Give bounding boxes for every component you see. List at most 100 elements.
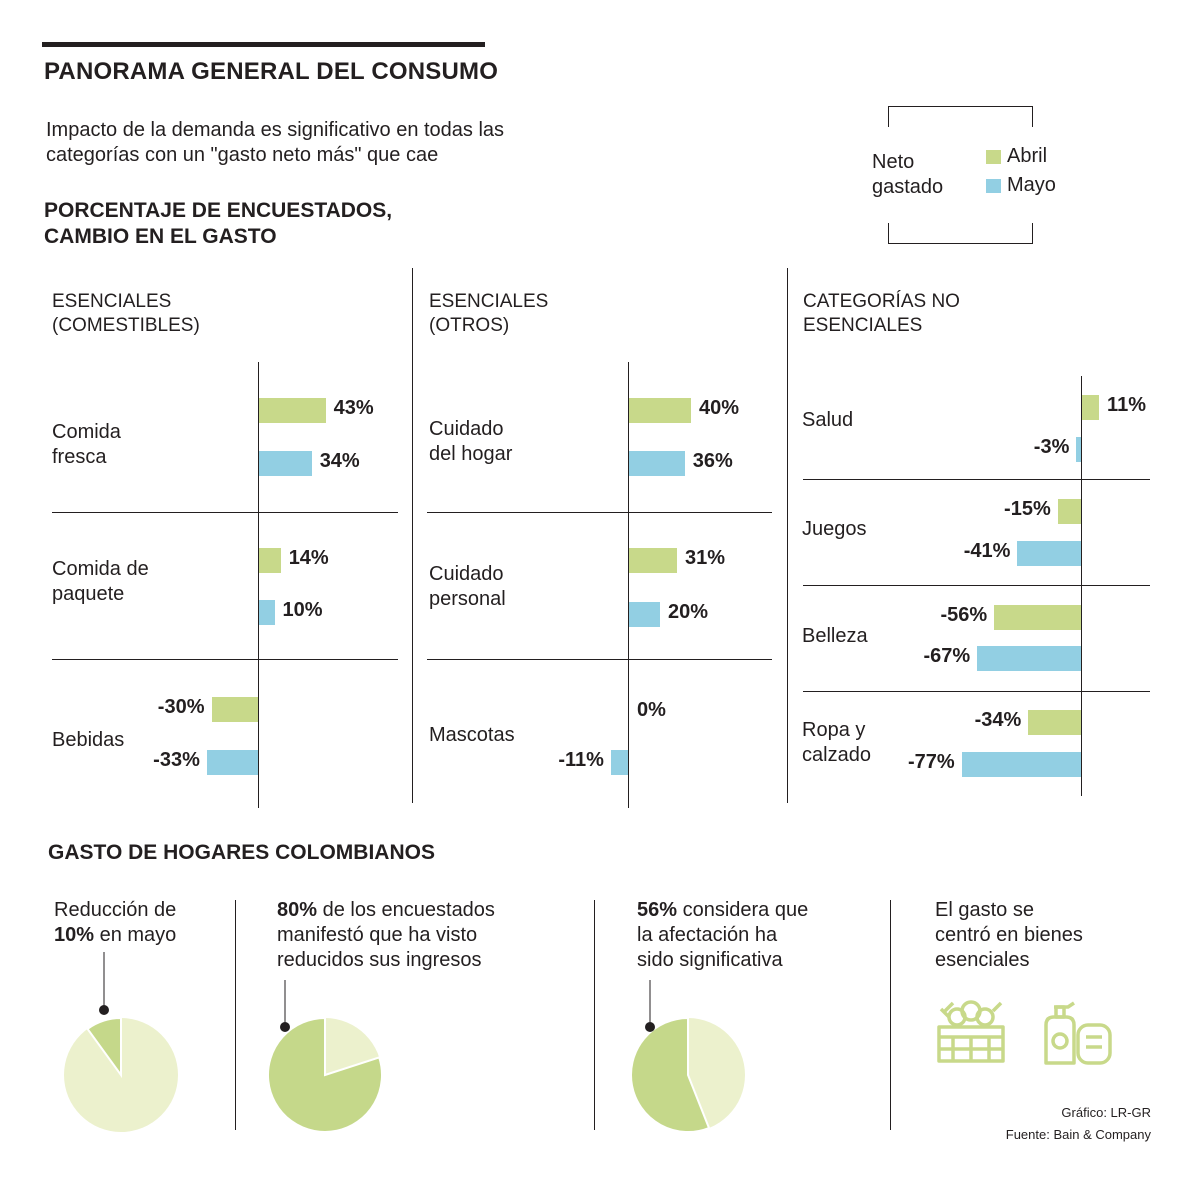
category-label-line: paquete — [52, 583, 125, 605]
category-label-line: Salud — [802, 408, 854, 431]
stat-text-span: Reducción de — [54, 899, 177, 921]
bar-abril — [259, 547, 281, 573]
category-label-line: Cuidado — [429, 418, 504, 440]
data-label: 40% — [699, 397, 740, 419]
row-separator — [427, 659, 772, 660]
legend-swatch-abril — [986, 150, 1001, 164]
pie-leader-dot — [99, 1005, 109, 1015]
category-label: Juegos — [802, 517, 867, 542]
bar-abril — [994, 604, 1081, 630]
legend-swatch-mayo — [986, 179, 1001, 193]
category-label: Bebidas — [52, 728, 124, 753]
category-label: Cuidado personal — [429, 562, 506, 612]
stat-separator — [890, 900, 891, 1130]
pie-slice-highlight — [267, 1016, 383, 1133]
stat-line: 80% de los encuestados — [277, 898, 495, 923]
stat-separator — [594, 900, 595, 1130]
category-label-line: Mascotas — [429, 723, 515, 746]
stat-line: esenciales — [935, 949, 1030, 971]
row-separator — [52, 659, 398, 660]
bar-abril — [1057, 498, 1081, 524]
section-title-spending: PORCENTAJE DE ENCUESTADOS, CAMBIO EN EL … — [44, 198, 392, 250]
data-label: 43% — [333, 397, 374, 419]
column-header-line: CATEGORÍAS NO — [803, 291, 960, 312]
category-label-line: Comida de — [52, 558, 149, 580]
data-label: 11% — [1107, 394, 1146, 416]
bar-mayo — [961, 751, 1081, 777]
row-separator — [803, 585, 1150, 586]
subtitle-line: categorías con un "gasto neto más" que c… — [46, 144, 439, 166]
bar-mayo — [206, 749, 258, 775]
category-label: Mascotas — [429, 723, 515, 748]
bar-abril — [1028, 709, 1081, 735]
legend-label-mayo: Mayo — [1007, 174, 1056, 196]
column-header-line: ESENCIALES — [429, 291, 549, 312]
category-label: Salud — [802, 408, 853, 433]
data-label: 31% — [685, 547, 726, 569]
column-header-line: ESENCIALES — [52, 291, 172, 312]
pie-slice-highlight — [86, 1016, 122, 1079]
page-subtitle: Impacto de la demanda es significativo e… — [46, 118, 586, 168]
category-label: Cuidado del hogar — [429, 417, 512, 467]
legend-frame — [888, 106, 1033, 244]
column-header-no-esenciales: CATEGORÍAS NO ESENCIALES — [803, 290, 960, 338]
data-label: 34% — [319, 450, 360, 472]
data-label: -77% — [907, 751, 955, 773]
legend-frame-corner — [1032, 107, 1033, 127]
bar-mayo — [259, 599, 275, 625]
data-label: -15% — [1004, 498, 1051, 520]
row-separator — [803, 691, 1150, 692]
stat-separator — [235, 900, 236, 1130]
credit-source: Fuente: Bain & Company — [1005, 1127, 1151, 1142]
stat-income: 80% de los encuestados manifestó que ha … — [277, 898, 495, 973]
category-label-line: personal — [429, 588, 506, 610]
row-separator — [52, 512, 398, 513]
section-title-line: PORCENTAJE DE ENCUESTADOS, — [44, 199, 393, 222]
bar-mayo — [259, 450, 312, 476]
data-label: -11% — [558, 749, 604, 771]
bar-mayo — [629, 601, 660, 627]
legend-title: Neto gastado — [870, 150, 946, 200]
pie-leader-dot — [280, 1022, 290, 1032]
stat-line: sido significativa — [637, 949, 783, 971]
row-separator — [803, 479, 1150, 480]
zero-axis — [258, 362, 259, 808]
bar-abril — [259, 397, 326, 423]
bar-abril — [1082, 394, 1100, 420]
column-header-line: (OTROS) — [429, 315, 510, 336]
stat-text-span: de los encuestados — [317, 899, 495, 921]
legend-title-line: gastado — [872, 176, 944, 198]
subtitle-line: Impacto de la demanda es significativo e… — [46, 119, 505, 141]
legend-frame-corner — [888, 223, 889, 243]
data-label: 10% — [282, 599, 323, 621]
category-label-line: Cuidado — [429, 563, 504, 585]
bar-mayo — [629, 450, 685, 476]
category-label-line: Ropa y — [802, 719, 866, 741]
data-label: -67% — [923, 645, 971, 667]
bar-abril — [211, 696, 258, 722]
data-label: -41% — [963, 540, 1011, 562]
stat-highlight: 80% — [277, 899, 318, 921]
section-title-line: CAMBIO EN EL GASTO — [44, 225, 277, 248]
data-label: 0% — [637, 699, 666, 721]
legend-frame-corner — [888, 107, 889, 127]
stat-line: centró en bienes — [935, 924, 1083, 946]
pie-slice-highlight — [630, 1016, 711, 1133]
category-label-line: del hogar — [429, 443, 513, 465]
stat-line: 56% considera que — [637, 898, 808, 923]
data-label: -33% — [153, 749, 200, 771]
legend-title-line: Neto — [872, 151, 915, 173]
column-separator — [787, 268, 788, 803]
bar-abril — [629, 397, 691, 423]
column-header-line: (COMESTIBLES) — [52, 315, 200, 336]
category-label: Belleza — [802, 624, 868, 649]
row-separator — [427, 512, 772, 513]
category-label: Ropa y calzado — [802, 718, 871, 768]
soap-bottle-icon — [1044, 1001, 1112, 1065]
data-label: -3% — [1033, 436, 1070, 458]
category-label: Comida fresca — [52, 420, 121, 470]
data-label: 20% — [668, 601, 709, 623]
data-label: -34% — [974, 709, 1022, 731]
stat-line: El gasto se — [935, 899, 1034, 921]
zero-axis — [628, 362, 629, 808]
